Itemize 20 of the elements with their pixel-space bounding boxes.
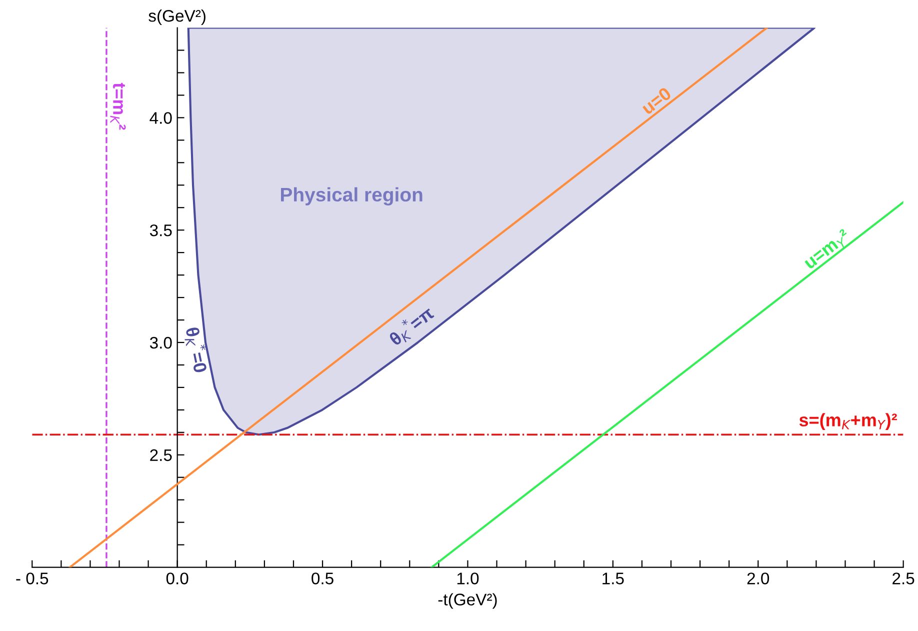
y-tick-label: 3.5 [150, 224, 172, 236]
ref-line-label: t=m$_{K}$² [110, 82, 126, 130]
text: u=m$_{Y}$² [802, 228, 852, 272]
x-tick-label: 2.0 [747, 572, 770, 584]
annotation: θ$_{K}$$^{*}$=0 [182, 326, 211, 374]
y-tick-label: 3.0 [150, 336, 172, 349]
y-axis-title: s(GeV²) [148, 10, 206, 26]
x-axis-title: -t(GeV²) [438, 593, 497, 609]
x-tick-label: 0.5 [312, 572, 334, 584]
x-tick-label: 0.0 [166, 572, 188, 584]
y-tick-label: 2.5 [150, 449, 172, 462]
annotation: Physical region [281, 187, 422, 206]
y-tick-label: 4.0 [150, 112, 172, 124]
x-tick-label: - 0.5 [16, 572, 48, 584]
x-tick-label: 2.5 [892, 572, 914, 584]
ref-line-label: s=(m$_{K}$+m$_{Y}$)² [799, 413, 897, 430]
x-tick-label: 1.0 [457, 572, 479, 584]
text: u=0 [640, 86, 672, 115]
annotation: θ$_{K}$$^{*}$=π [386, 303, 437, 348]
x-tick-label: 1.5 [602, 572, 624, 584]
